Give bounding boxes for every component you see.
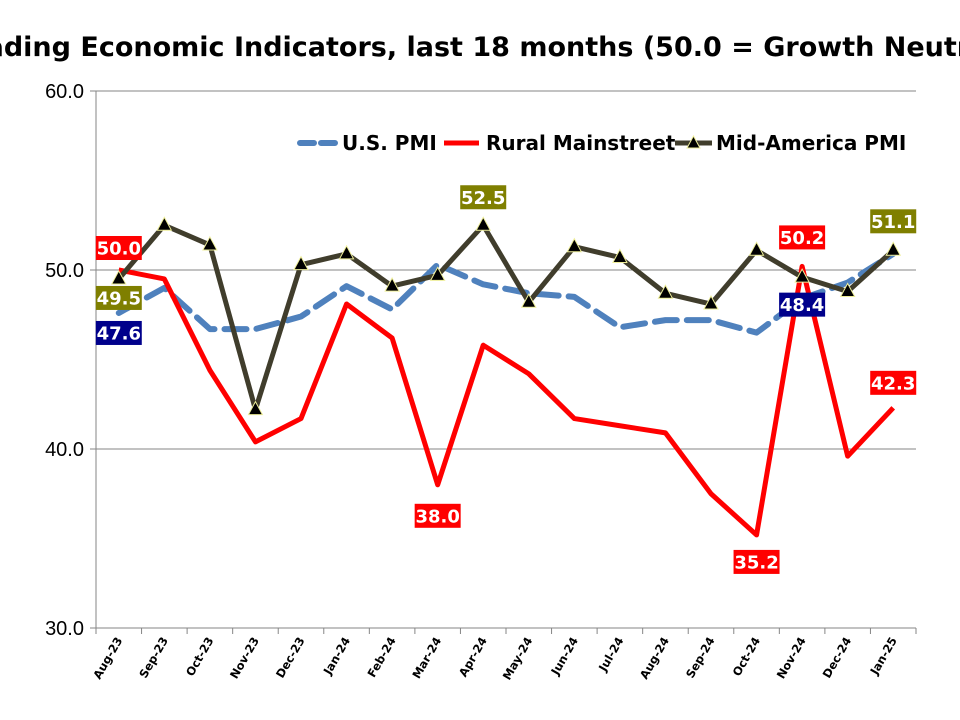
data-label-box: [870, 370, 917, 395]
point-mid-america-pmi-oct-24: [748, 241, 765, 256]
data-label-text: 47.6: [97, 323, 141, 344]
data-label-box: [779, 225, 826, 250]
legend: U.S. PMI Rural Mainstreet Mid-America PM…: [297, 131, 906, 155]
x-tick-label-sep-24: Sep-24: [683, 635, 718, 681]
x-tick-label-sep-23: Sep-23: [136, 635, 171, 681]
x-tick-label-oct-24: Oct-24: [730, 635, 764, 679]
data-label-mid-america-pmi-aug-23: 49.5: [95, 285, 142, 310]
point-mid-america-pmi-aug-23: [110, 269, 127, 285]
series-lines: [110, 216, 902, 538]
chart-title: Leading Economic Indicators, last 18 mon…: [0, 32, 960, 63]
series-line-u-s-pmi: [115, 250, 897, 336]
data-label-u-s-pmi-aug-23: 47.6: [95, 320, 142, 345]
data-label-box: [95, 236, 142, 260]
data-label-text: 42.3: [871, 373, 915, 394]
series-line-rural-mainstreet: [118, 263, 896, 538]
data-label-text: 49.5: [97, 288, 141, 309]
x-tick-label-jun-24: Jun-24: [548, 635, 581, 679]
point-mid-america-pmi-may-24: [520, 293, 537, 308]
data-label-text: 50.0: [97, 239, 141, 260]
x-tick-label-may-24: May-24: [500, 635, 536, 683]
data-label-text: 51.1: [871, 212, 915, 233]
data-label-rural-mainstreet-nov-24: 50.2: [779, 225, 826, 250]
y-tick-label: 40.0: [45, 439, 84, 461]
data-label-rural-mainstreet-oct-24: 35.2: [733, 549, 780, 574]
point-mid-america-pmi-sep-24: [703, 294, 719, 310]
data-label-rural-mainstreet-mar-24: 38.0: [414, 503, 461, 528]
series-line-mid-america-pmi: [116, 222, 895, 413]
x-tick-label-dec-24: Dec-24: [820, 635, 855, 681]
data-label-text: 48.4: [780, 295, 824, 316]
point-mid-america-pmi-jan-25: [885, 241, 902, 256]
point-mid-america-pmi-oct-23: [202, 235, 218, 251]
x-tick-label-mar-24: Mar-24: [409, 635, 444, 682]
point-mid-america-pmi-aug-24: [657, 284, 674, 299]
data-label-box: [870, 209, 917, 234]
point-mid-america-pmi-sep-23: [156, 216, 173, 231]
x-tick-label-aug-24: Aug-24: [637, 635, 672, 682]
data-label-text: 38.0: [415, 506, 459, 527]
y-tick-label: 30.0: [45, 618, 84, 640]
x-axis-ticks: Aug-23 Sep-23 Oct-23 Nov-23 Dec-23 Jan-24 Feb-…: [90, 628, 917, 683]
x-tick-label-aug-23: Aug-23: [90, 635, 125, 682]
data-label-mid-america-pmi-jan-25: 51.1: [870, 209, 917, 234]
point-mid-america-pmi-jan-24: [338, 244, 355, 260]
data-label-rural-mainstreet-jan-25: 42.3: [870, 370, 917, 395]
data-label-box: [733, 549, 780, 574]
point-mid-america-pmi-apr-24: [475, 216, 492, 231]
data-label-box: [95, 285, 142, 310]
point-mid-america-pmi-nov-23: [247, 400, 264, 416]
data-label-box: [779, 292, 826, 317]
legend-mid-america-pmi-label: Mid-America PMI: [716, 131, 906, 155]
point-mid-america-pmi-nov-24: [794, 268, 810, 283]
x-tick-label-feb-24: Feb-24: [364, 635, 398, 680]
y-axis-ticks: 30.0 40.0 50.0 60.0: [45, 81, 96, 640]
data-label-u-s-pmi-nov-24: 48.4: [779, 292, 826, 317]
legend-us-pmi-label: U.S. PMI: [342, 131, 437, 155]
data-label-box: [460, 185, 507, 210]
x-tick-label-nov-24: Nov-24: [774, 635, 809, 682]
point-mid-america-pmi-feb-24: [384, 277, 400, 292]
x-tick-label-jan-24: Jan-24: [320, 635, 353, 678]
data-label-box: [414, 503, 461, 528]
x-tick-label-jul-24: Jul-24: [595, 635, 626, 675]
legend-mid-america-pmi-marker: [686, 134, 701, 149]
data-label-box: [95, 320, 142, 345]
data-label-rural-mainstreet-aug-23: 50.0: [95, 236, 142, 260]
legend-rural-mainstreet-label: Rural Mainstreet: [486, 131, 676, 155]
point-mid-america-pmi-mar-24: [429, 266, 446, 281]
y-tick-label: 50.0: [45, 260, 84, 282]
data-label-text: 52.5: [461, 188, 505, 209]
point-mid-america-pmi-dec-24: [839, 282, 856, 297]
data-label-text: 50.2: [780, 228, 824, 249]
point-mid-america-pmi-jun-24: [566, 237, 583, 253]
x-tick-label-jan-25: Jan-25: [867, 635, 900, 678]
point-mid-america-pmi-dec-23: [293, 255, 309, 271]
y-tick-label: 60.0: [45, 81, 84, 103]
x-tick-label-nov-23: Nov-23: [227, 635, 262, 682]
point-mid-america-pmi-jul-24: [612, 248, 628, 263]
x-tick-label-apr-24: Apr-24: [456, 635, 490, 680]
data-label-mid-america-pmi-apr-24: 52.5: [460, 185, 507, 210]
data-label-text: 35.2: [734, 552, 778, 573]
x-tick-label-dec-23: Dec-23: [273, 635, 308, 681]
x-tick-label-oct-23: Oct-23: [183, 635, 217, 679]
data-labels: 47.6 50.0 49.5 52.5 38.0 50.2 48.4 35.2 51.1 42.3: [95, 185, 917, 574]
